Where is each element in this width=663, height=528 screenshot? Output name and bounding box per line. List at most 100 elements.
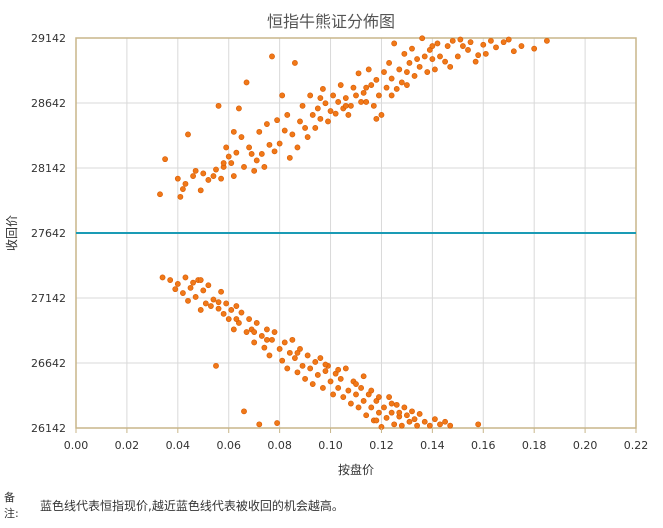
bear-cert-point[interactable] [200, 170, 207, 177]
bull-cert-point[interactable] [447, 422, 454, 429]
bear-cert-point[interactable] [264, 121, 270, 127]
bull-cert-point[interactable] [241, 408, 247, 415]
bull-cert-point[interactable] [442, 418, 448, 425]
bull-cert-point[interactable] [190, 279, 196, 286]
bear-cert-point[interactable] [544, 37, 550, 44]
bull-cert-point[interactable] [243, 329, 250, 335]
bear-cert-point[interactable] [368, 82, 375, 88]
bull-cert-point[interactable] [353, 381, 359, 387]
bull-cert-point[interactable] [388, 409, 395, 416]
bull-cert-point[interactable] [182, 274, 189, 281]
bull-cert-point[interactable] [416, 411, 423, 417]
bear-cert-point[interactable] [236, 105, 242, 112]
bear-cert-point[interactable] [363, 84, 370, 91]
bull-cert-point[interactable] [320, 385, 326, 391]
bull-cert-point[interactable] [197, 277, 204, 283]
bull-cert-point[interactable] [215, 299, 222, 306]
bear-cert-point[interactable] [409, 45, 415, 52]
bear-cert-point[interactable] [276, 140, 283, 147]
bull-cert-point[interactable] [251, 339, 258, 346]
bull-cert-point[interactable] [355, 404, 362, 411]
bear-cert-point[interactable] [480, 41, 487, 48]
bear-cert-point[interactable] [258, 151, 265, 157]
bear-cert-point[interactable] [317, 95, 324, 101]
bull-cert-point[interactable] [174, 281, 181, 287]
bear-cert-point[interactable] [434, 40, 441, 47]
bull-cert-point[interactable] [401, 404, 408, 411]
bear-cert-point[interactable] [266, 141, 273, 148]
bull-cert-point[interactable] [292, 355, 298, 361]
bear-cert-point[interactable] [190, 173, 196, 179]
bear-cert-point[interactable] [424, 69, 431, 75]
bull-cert-point[interactable] [432, 416, 438, 423]
bear-cert-point[interactable] [386, 60, 392, 66]
bear-cert-point[interactable] [246, 144, 252, 151]
bear-cert-point[interactable] [157, 191, 163, 198]
bull-cert-point[interactable] [322, 368, 329, 374]
bull-cert-point[interactable] [192, 294, 199, 300]
bear-cert-point[interactable] [432, 66, 438, 73]
bear-cert-point[interactable] [472, 58, 479, 65]
bear-cert-point[interactable] [317, 115, 324, 122]
bear-cert-point[interactable] [182, 180, 189, 187]
bear-cert-point[interactable] [253, 157, 260, 164]
bear-cert-point[interactable] [294, 144, 301, 151]
bull-cert-point[interactable] [396, 409, 403, 416]
bull-cert-point[interactable] [220, 310, 227, 317]
bear-cert-point[interactable] [342, 95, 349, 101]
bear-cert-point[interactable] [337, 82, 344, 88]
bear-cert-point[interactable] [416, 63, 423, 70]
bear-cert-point[interactable] [378, 112, 385, 118]
bull-cert-point[interactable] [307, 365, 314, 372]
bear-cert-point[interactable] [454, 53, 461, 60]
bear-cert-point[interactable] [307, 92, 314, 99]
bear-cert-point[interactable] [449, 37, 456, 44]
bear-cert-point[interactable] [218, 175, 224, 182]
bear-cert-point[interactable] [406, 60, 413, 66]
bear-cert-point[interactable] [248, 151, 255, 157]
bear-cert-point[interactable] [210, 173, 217, 179]
bull-cert-point[interactable] [228, 307, 235, 313]
bear-cert-point[interactable] [162, 156, 168, 163]
bear-cert-point[interactable] [213, 166, 219, 173]
bear-cert-point[interactable] [281, 127, 288, 134]
bear-cert-point[interactable] [238, 134, 245, 140]
bull-cert-point[interactable] [391, 421, 398, 428]
bear-cert-point[interactable] [192, 167, 199, 174]
bull-cert-point[interactable] [159, 274, 166, 281]
bull-cert-point[interactable] [261, 344, 268, 351]
bear-cert-point[interactable] [373, 76, 380, 83]
bear-cert-point[interactable] [197, 187, 204, 194]
bull-cert-point[interactable] [335, 366, 342, 373]
bear-cert-point[interactable] [304, 134, 311, 140]
bull-cert-point[interactable] [266, 352, 273, 359]
bear-cert-point[interactable] [299, 102, 306, 109]
bull-cert-point[interactable] [233, 303, 240, 309]
bull-cert-point[interactable] [294, 369, 301, 376]
bull-cert-point[interactable] [368, 404, 375, 411]
bear-cert-point[interactable] [493, 44, 499, 51]
bull-cert-point[interactable] [376, 409, 382, 416]
bull-cert-point[interactable] [264, 326, 270, 333]
bear-cert-point[interactable] [373, 115, 380, 122]
bull-cert-point[interactable] [360, 398, 367, 404]
bear-cert-point[interactable] [174, 175, 181, 182]
bull-cert-point[interactable] [376, 394, 382, 400]
bear-cert-point[interactable] [376, 92, 382, 99]
bull-cert-point[interactable] [386, 394, 392, 400]
bull-cert-point[interactable] [215, 305, 222, 312]
bear-cert-point[interactable] [279, 92, 286, 99]
bear-cert-point[interactable] [314, 105, 321, 112]
bull-cert-point[interactable] [172, 286, 179, 293]
bear-cert-point[interactable] [388, 75, 395, 82]
bear-cert-point[interactable] [312, 125, 319, 131]
bear-cert-point[interactable] [383, 84, 390, 91]
bear-cert-point[interactable] [342, 102, 349, 109]
bull-cert-point[interactable] [426, 422, 433, 429]
bull-cert-point[interactable] [180, 290, 186, 296]
bull-cert-point[interactable] [202, 300, 209, 307]
bull-cert-point[interactable] [340, 394, 347, 400]
bear-cert-point[interactable] [243, 79, 250, 86]
bear-cert-point[interactable] [355, 70, 362, 77]
bull-cert-point[interactable] [437, 421, 443, 428]
